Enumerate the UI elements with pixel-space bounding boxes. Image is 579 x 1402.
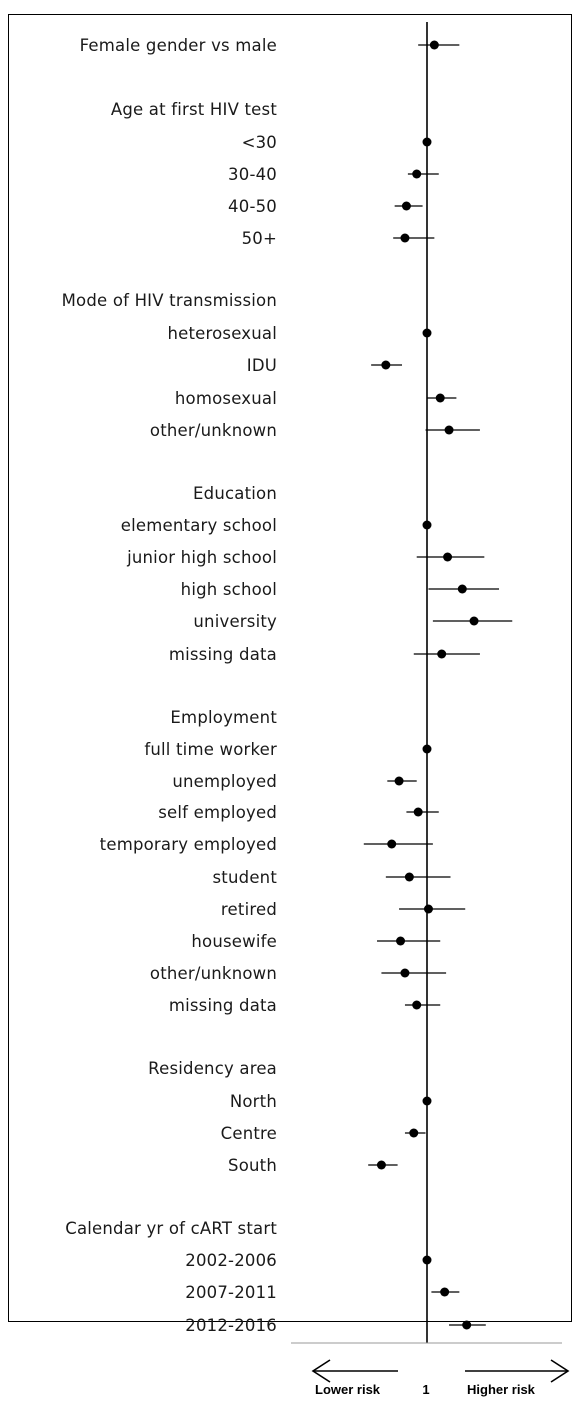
point-estimate: [422, 744, 432, 754]
row-label: South: [228, 1156, 277, 1175]
group-header-label: Employment: [170, 708, 277, 727]
point-estimate: [387, 839, 397, 849]
reference-value-label: 1: [422, 1382, 429, 1397]
point-estimate: [443, 552, 453, 562]
point-estimate: [462, 1320, 472, 1330]
point-estimate: [413, 807, 423, 817]
point-estimate: [409, 1128, 419, 1138]
group-header-label: Age at first HIV test: [111, 100, 277, 119]
row-label: 2012-2016: [185, 1316, 277, 1335]
row-label: homosexual: [175, 389, 277, 408]
row-label: university: [193, 612, 277, 631]
point-estimate: [394, 776, 404, 786]
point-estimate: [429, 40, 439, 50]
point-estimate: [469, 616, 479, 626]
point-estimate: [423, 904, 433, 914]
row-label: retired: [221, 900, 277, 919]
point-estimate: [381, 360, 391, 370]
row-label: other/unknown: [150, 421, 277, 440]
row-label: temporary employed: [100, 835, 277, 854]
row-label: missing data: [169, 996, 277, 1015]
row-label: other/unknown: [150, 964, 277, 983]
point-estimate: [376, 1160, 386, 1170]
row-label: heterosexual: [167, 324, 277, 343]
row-label: 40-50: [228, 197, 277, 216]
higher-risk-label: Higher risk: [467, 1382, 536, 1397]
point-estimate: [400, 968, 410, 978]
point-estimate: [422, 137, 432, 147]
row-label: high school: [181, 580, 277, 599]
row-label: missing data: [169, 645, 277, 664]
point-estimate: [422, 1096, 432, 1106]
point-estimate: [396, 936, 406, 946]
point-estimate: [435, 393, 445, 403]
row-label: 30-40: [228, 165, 277, 184]
point-estimate: [457, 584, 467, 594]
footer-layer: Lower risk 1 Higher risk: [311, 1359, 570, 1397]
row-label: 2007-2011: [185, 1283, 277, 1302]
row-label: self employed: [158, 803, 277, 822]
point-estimate: [422, 328, 432, 338]
row-label: full time worker: [144, 740, 277, 759]
point-estimate: [412, 1000, 422, 1010]
point-estimate: [412, 169, 422, 179]
higher-risk-arrowhead: [550, 1359, 570, 1383]
group-header-label: Residency area: [148, 1059, 277, 1078]
plot-area: [8, 14, 572, 1322]
row-label: housewife: [191, 932, 277, 951]
row-label: elementary school: [121, 516, 277, 535]
row-label: student: [213, 868, 278, 887]
point-estimate: [401, 201, 411, 211]
row-label: 50+: [242, 229, 277, 248]
point-estimate: [404, 872, 414, 882]
marks-layer: [291, 22, 562, 1344]
point-estimate: [437, 649, 447, 659]
rows-layer: Female gender vs male Age at first HIV te…: [62, 36, 278, 1335]
point-estimate: [422, 1255, 432, 1265]
group-header-label: Education: [193, 484, 277, 503]
lower-risk-arrowhead: [311, 1359, 331, 1383]
point-estimate: [440, 1287, 450, 1297]
point-estimate: [400, 233, 410, 243]
point-estimate: [422, 520, 432, 530]
row-label: 2002-2006: [185, 1251, 277, 1270]
point-estimate: [444, 425, 454, 435]
row-label: Centre: [221, 1124, 277, 1143]
row-label: junior high school: [126, 548, 277, 567]
row-label: <30: [242, 133, 277, 152]
group-header-label: Calendar yr of cART start: [65, 1219, 277, 1238]
group-header-label: Mode of HIV transmission: [62, 291, 277, 310]
row-label: Female gender vs male: [80, 36, 277, 55]
row-label: unemployed: [172, 772, 277, 791]
lower-risk-label: Lower risk: [315, 1382, 381, 1397]
row-label: North: [230, 1092, 277, 1111]
row-label: IDU: [247, 356, 277, 375]
